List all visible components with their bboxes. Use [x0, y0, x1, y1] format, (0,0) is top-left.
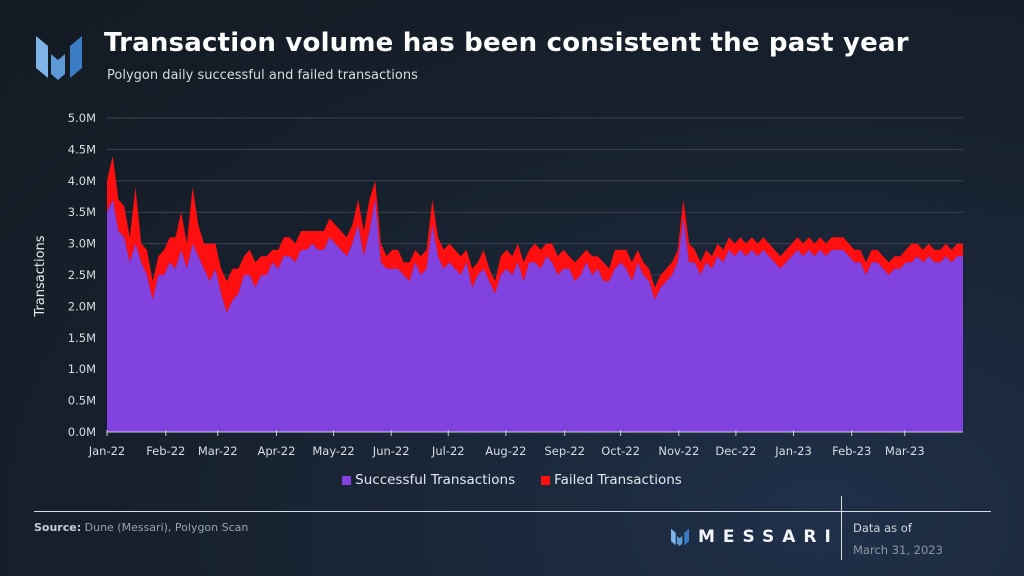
x-tick-label: Apr-22 [258, 444, 296, 458]
legend-swatch-successful [342, 475, 352, 485]
x-tick-label: Feb-23 [832, 444, 871, 458]
y-tick-label: 5.0M [68, 111, 96, 125]
x-tick-label: Dec-22 [715, 444, 756, 458]
y-tick-label: 2.0M [68, 299, 96, 313]
x-tick-label: Aug-22 [485, 444, 526, 458]
legend-item-failed[interactable]: Failed Transactions [541, 472, 682, 488]
y-tick-label: 2.5M [68, 268, 96, 282]
legend-label-failed: Failed Transactions [554, 472, 682, 488]
x-tick-label: Jan-23 [774, 444, 812, 458]
legend-swatch-failed [541, 475, 551, 485]
x-tick-label: Sep-22 [544, 444, 584, 458]
x-tick-label: Jan-22 [88, 444, 126, 458]
axes: 0.0M 0.5M 1.0M 1.5M 2.0M 2.5M 3.0M 3.5M 4.0M 4.5M… [68, 111, 963, 458]
page-subtitle: Polygon daily successful and failed tran… [107, 68, 418, 83]
y-tick-label: 3.0M [68, 237, 96, 251]
x-tick-label: Feb-22 [146, 444, 185, 458]
y-tick-label: 3.5M [68, 205, 96, 219]
brand-name: MESSARI [698, 527, 839, 547]
y-tick-label: 1.5M [68, 331, 96, 345]
legend: Successful Transactions Failed Transacti… [0, 472, 1024, 488]
footer-divider [34, 511, 991, 512]
data-as-of-label: Data as of [853, 521, 912, 535]
source-note: Source: Dune (Messari), Polygon Scan [34, 521, 248, 534]
data-as-of-date: March 31, 2023 [853, 543, 943, 557]
x-tick-label: May-22 [312, 444, 354, 458]
source-text: Dune (Messari), Polygon Scan [81, 521, 249, 534]
y-tick-label: 0.5M [68, 394, 96, 408]
x-tick-label: Mar-23 [885, 444, 925, 458]
legend-item-successful[interactable]: Successful Transactions [342, 472, 515, 488]
messari-logo-icon [671, 528, 689, 546]
y-tick-label: 4.0M [68, 174, 96, 188]
y-tick-label: 1.0M [68, 362, 96, 376]
y-tick-label: 4.5M [68, 142, 96, 156]
y-tick-label: 0.0M [68, 425, 96, 439]
x-tick-label: Jun-22 [372, 444, 410, 458]
x-tick-label: Oct-22 [601, 444, 640, 458]
x-tick-label: Nov-22 [658, 444, 699, 458]
legend-label-successful: Successful Transactions [355, 472, 516, 488]
x-tick-label: Mar-22 [198, 444, 238, 458]
messari-logo-icon [36, 36, 82, 80]
page-title: Transaction volume has been consistent t… [104, 28, 909, 58]
chart-areas [107, 155, 963, 432]
y-axis-label: Transactions [33, 235, 48, 317]
source-label: Source: [34, 521, 82, 534]
brand: MESSARI [670, 527, 839, 547]
successful-transactions-area [107, 199, 963, 432]
footer-vertical-divider [841, 496, 842, 560]
x-tick-label: Jul-22 [431, 444, 465, 458]
